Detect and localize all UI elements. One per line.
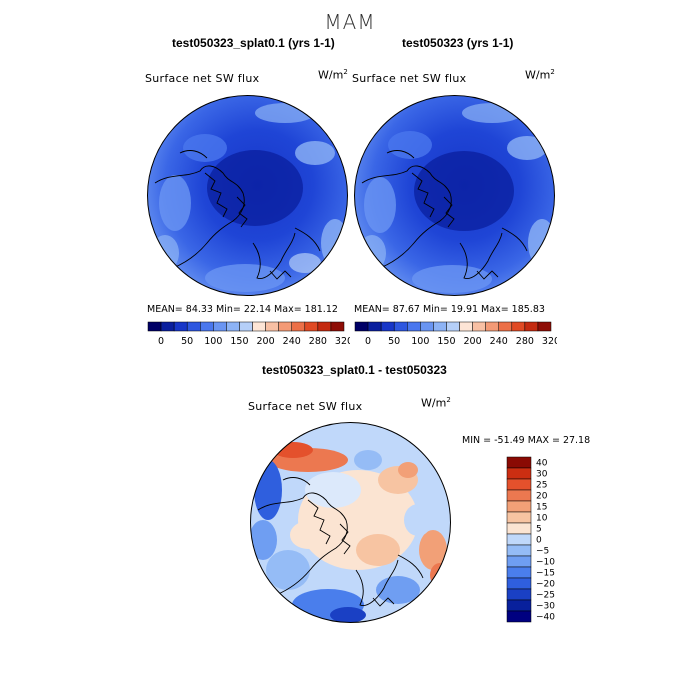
panel2-colorbar-tick-label: 240 [490, 336, 508, 347]
panel1-colorbar-tick-label: 0 [158, 336, 164, 347]
panel2-stats: MEAN= 87.67 Min= 19.91 Max= 185.83 [354, 304, 545, 315]
panel3-colorbar-swatch [506, 522, 532, 535]
panel1-colorbar-swatch [200, 321, 214, 332]
panel2-colorbar-swatch [498, 321, 513, 332]
panel1-colorbar-swatch [147, 321, 162, 332]
panel2-colorbar-tick-label: 100 [411, 336, 429, 347]
panel3-colorbar-tick-label: 40 [536, 459, 548, 469]
panel3-colorbar-swatch [506, 467, 532, 480]
panel1-colorbar-swatch [265, 321, 279, 332]
panel3-colorbar-tick-label: 15 [536, 503, 547, 513]
panel3-colorbar-swatch [506, 555, 532, 568]
panel1-colorbar-swatch [226, 321, 240, 332]
panel2-colorbar: 0 50 100 150 200 240 280 320 [354, 321, 557, 347]
panel3-colorbar-swatch [506, 577, 532, 590]
panel1-colorbar-tick-label: 50 [181, 336, 193, 347]
panel1-colorbar-swatch [304, 321, 319, 332]
panel3-colorbar-tick-label: −30 [536, 602, 555, 612]
panel3-colorbar-swatch [506, 500, 532, 513]
panel3-colorbar-tick-label: −25 [536, 591, 555, 601]
panel3-colorbar-swatch [506, 489, 532, 502]
panel1-colorbar-tick-label: 200 [257, 336, 275, 347]
panel2-units: W/m2 [525, 68, 555, 82]
panel3-colorbar-tick-label: −5 [536, 547, 549, 557]
panel1-colorbar-swatch [160, 321, 175, 332]
panel3-colorbar-tick-label: −15 [536, 569, 555, 579]
panel3-colorbar-tick-label: 20 [536, 492, 548, 502]
panel2-colorbar-swatch [511, 321, 526, 332]
panel1-colorbar-swatch [239, 321, 253, 332]
panel1-polar-map [147, 95, 348, 296]
panel3-colorbar-tick-label: 0 [536, 536, 542, 546]
panel3-colorbar-swatch [506, 610, 532, 623]
panel3-colorbar-swatch [506, 599, 532, 612]
panel1-colorbar: 0 50 100 150 200 240 280 320 [147, 321, 350, 347]
panel1-colorbar-swatch [173, 321, 188, 332]
panel1-colorbar-tick-label: 240 [283, 336, 301, 347]
panel1-colorbar-swatch [186, 321, 201, 332]
panel1-colorbar-tick-label: 100 [204, 336, 222, 347]
panel1-colorbar-tick-label: 150 [230, 336, 248, 347]
panel3-units: W/m2 [421, 396, 451, 410]
panel2-colorbar-tick-label: 200 [464, 336, 482, 347]
panel1-colorbar-swatch [291, 321, 306, 332]
panel2-colorbar-swatch [380, 321, 395, 332]
panel3-colorbar-tick-label: 25 [536, 481, 547, 491]
panel2-colorbar-swatch [485, 321, 499, 332]
panel2-colorbar-tick-label: 0 [365, 336, 371, 347]
panel1-colorbar-tick-label: 280 [309, 336, 327, 347]
panel3-colorbar-swatch [506, 533, 532, 546]
panel2-colorbar-swatch [367, 321, 382, 332]
panel3-colorbar-swatch [506, 544, 532, 557]
panel2-colorbar-swatch [354, 321, 369, 332]
panel3-colorbar-tick-label: −40 [536, 613, 555, 623]
panel1-colorbar-swatch [278, 321, 292, 332]
panel2-colorbar-swatch [472, 321, 486, 332]
panel1-colorbar-swatch [317, 321, 332, 332]
panel3-colorbar-swatch [506, 456, 532, 469]
panel2-colorbar-tick-label: 150 [437, 336, 455, 347]
panel3-colorbar-swatch [506, 511, 532, 524]
panel1-units: W/m2 [318, 68, 348, 82]
panel2-title: test050323 (yrs 1-1) [402, 36, 514, 50]
panel1-colorbar-swatch [330, 321, 345, 332]
panel3-colorbar-tick-label: 5 [536, 525, 542, 535]
panel3-colorbar-tick-label: 10 [536, 514, 548, 524]
panel2-polar-map [354, 95, 555, 296]
panel3-colorbar-swatch [506, 478, 532, 491]
panel2-colorbar-swatch [433, 321, 447, 332]
season-title: MAM [324, 10, 376, 34]
panel2-colorbar-swatch [459, 321, 473, 332]
panel2-colorbar-tick-label: 280 [516, 336, 534, 347]
panel3-variable-label: Surface net SW flux [248, 400, 363, 413]
panel2-colorbar-swatch [537, 321, 552, 332]
panel3-colorbar-tick-label: −20 [536, 580, 555, 590]
panel3-title: test050323_splat0.1 - test050323 [262, 363, 447, 377]
panel2-colorbar-tick-label: 320 [542, 336, 557, 347]
panel1-variable-label: Surface net SW flux [145, 72, 260, 85]
panel1-colorbar-swatch [252, 321, 266, 332]
panel3-colorbar-swatch [506, 566, 532, 579]
panel3-difference-map [250, 422, 451, 623]
panel2-colorbar-tick-label: 50 [388, 336, 400, 347]
panel3-colorbar-tick-label: −10 [536, 558, 555, 568]
panel3-colorbar-swatch [506, 588, 532, 601]
panel1-colorbar-swatch [213, 321, 227, 332]
panel2-colorbar-swatch [446, 321, 460, 332]
panel2-colorbar-swatch [524, 321, 539, 332]
panel3-stats: MIN = -51.49 MAX = 27.18 [462, 435, 591, 446]
panel1-stats: MEAN= 84.33 Min= 22.14 Max= 181.12 [147, 304, 338, 315]
panel3-colorbar-tick-label: 30 [536, 470, 548, 480]
panel1-colorbar-tick-label: 320 [335, 336, 350, 347]
panel2-colorbar-swatch [407, 321, 421, 332]
panel2-colorbar-swatch [420, 321, 434, 332]
panel2-colorbar-swatch [393, 321, 408, 332]
panel2-variable-label: Surface net SW flux [352, 72, 467, 85]
panel1-title: test050323_splat0.1 (yrs 1-1) [172, 36, 335, 50]
